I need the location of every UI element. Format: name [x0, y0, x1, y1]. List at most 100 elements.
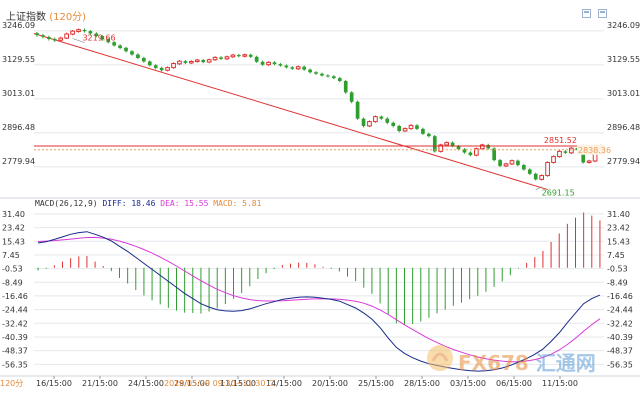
candle-down	[248, 54, 253, 57]
candle-up	[503, 163, 509, 167]
candle-up	[194, 59, 200, 62]
fx678-watermark: FX678 汇通网	[424, 343, 596, 375]
candle-up	[242, 54, 248, 57]
candle-up	[224, 56, 230, 60]
candle-up	[551, 156, 556, 163]
candle-down	[533, 173, 538, 180]
candle-down	[397, 125, 401, 131]
trendline-layer	[33, 32, 548, 191]
macd-legend-diff: DIFF: 18.46	[102, 199, 156, 208]
watermark-cn: 汇通网	[535, 351, 596, 375]
candle-down	[349, 92, 354, 102]
candle-up	[206, 59, 212, 63]
candle-down	[385, 118, 390, 123]
candle-down	[290, 67, 295, 69]
candle-down	[118, 45, 122, 49]
candle-down	[432, 136, 437, 152]
macd-panel-grid	[0, 213, 640, 377]
candle-down	[88, 31, 93, 34]
candle-down	[468, 152, 473, 156]
macd-lines	[38, 231, 601, 372]
candle-down	[391, 122, 396, 126]
time-x-axis: 16/15:00 21/15:00 24/15:00 29/15:00 11/15:00…	[36, 376, 578, 388]
candle-down	[456, 146, 461, 150]
candle-down	[52, 39, 57, 41]
candle-down	[35, 33, 39, 35]
candle-down	[498, 160, 502, 166]
window-icon[interactable]	[582, 9, 591, 18]
macd-tick-left: -48.37	[2, 347, 28, 356]
candle-down	[94, 33, 99, 37]
candle-down	[308, 69, 312, 73]
macd-tick-left: 23.42	[2, 224, 25, 233]
macd-tick-left: -24.44	[2, 306, 28, 315]
candle-down	[326, 75, 330, 77]
candle-up	[70, 30, 75, 35]
candle-up	[479, 144, 485, 150]
macd-tick-right: -24.44	[607, 306, 633, 315]
x-tick-label: 25/15:00	[358, 379, 394, 388]
candle-up	[557, 150, 562, 158]
price-tick-right: 3129.55	[607, 55, 640, 64]
macd-tick-right: 31.40	[607, 210, 630, 219]
index-name: 上证指数	[6, 12, 46, 23]
candle-down	[159, 67, 164, 71]
period-label[interactable]: (120分)	[49, 12, 87, 23]
period-tag[interactable]: 120分	[0, 379, 24, 388]
candle-down	[219, 57, 223, 59]
macd-tick-left: -56.35	[2, 360, 28, 369]
candle-down	[278, 64, 283, 66]
macd-tick-right: 7.45	[607, 251, 625, 260]
maximize-icon[interactable]	[598, 9, 607, 18]
candlestick-series	[35, 28, 604, 181]
candle-down	[332, 76, 336, 79]
price-tick-right: 3246.09	[607, 21, 640, 30]
candle-down	[427, 133, 431, 137]
macd-tick-left: -16.46	[2, 292, 28, 301]
candle-up	[230, 54, 236, 58]
candle-down	[320, 73, 324, 76]
macd-tick-right: -48.37	[607, 347, 633, 356]
candle-down	[302, 66, 306, 70]
x-tick-label: 16/15:00	[36, 379, 72, 388]
candle-down	[130, 51, 134, 55]
candle-down	[136, 54, 140, 58]
candle-up	[367, 121, 372, 127]
candle-up	[444, 142, 449, 146]
x-tick-label: 20/15:00	[312, 379, 348, 388]
x-tick-label: 21/15:00	[82, 379, 118, 388]
candle-down	[522, 165, 526, 170]
candle-up	[58, 37, 64, 41]
macd-legend-dea: DEA: 15.55	[160, 199, 209, 208]
macd-tick-left: -0.53	[2, 265, 23, 274]
candle-down	[492, 148, 496, 161]
candle-down	[516, 160, 520, 166]
macd-tick-left: -8.49	[2, 278, 23, 287]
candle-down	[581, 149, 586, 163]
candle-up	[212, 56, 218, 61]
macd-tick-right: 23.42	[607, 224, 630, 233]
candle-up	[266, 61, 271, 66]
high-label: 3219.66	[82, 34, 115, 43]
high-marker-line	[72, 38, 85, 43]
candle-down	[355, 101, 360, 119]
candle-down	[260, 61, 265, 65]
window-icon-bar	[584, 11, 589, 16]
x-tick-label: 24/15:00	[128, 379, 164, 388]
candle-down	[124, 47, 128, 52]
candle-up	[569, 147, 574, 154]
candle-down	[147, 61, 152, 66]
x-tick-label: 14/15:00	[266, 379, 302, 388]
price-tick-right: 2896.48	[607, 123, 640, 132]
price-panel-grid	[0, 30, 640, 199]
candle-up	[171, 63, 176, 69]
candle-up	[165, 67, 170, 71]
current-price-badge	[577, 144, 605, 155]
price-tick-left: 2779.94	[2, 157, 35, 166]
watermark-logo	[427, 345, 453, 371]
candle-down	[183, 61, 188, 63]
macd-tick-left: 31.40	[2, 210, 25, 219]
candle-down	[284, 65, 289, 68]
candle-up	[509, 160, 515, 165]
